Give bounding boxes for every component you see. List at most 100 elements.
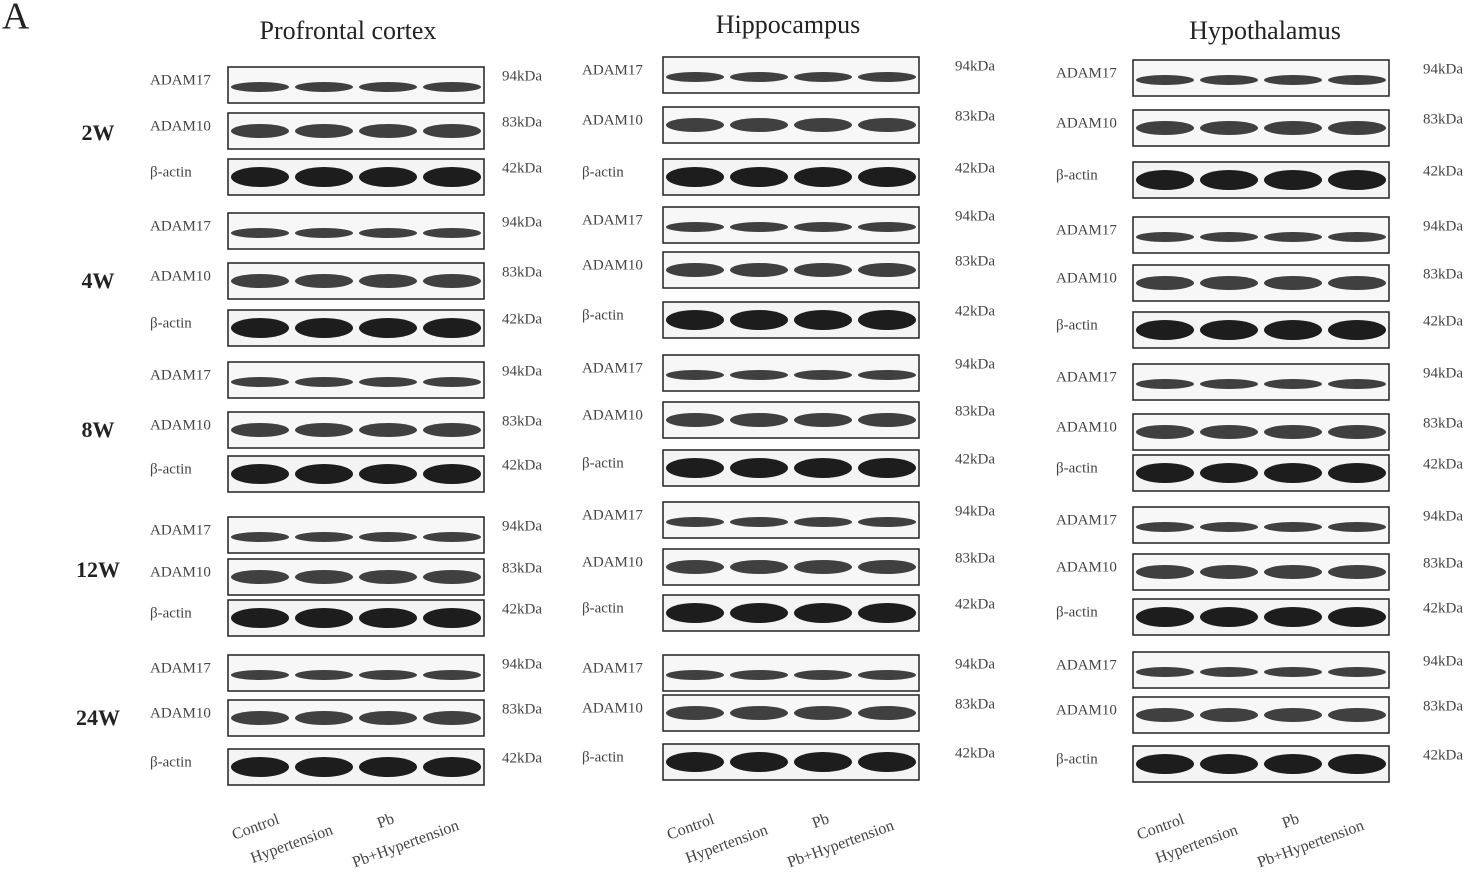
band: [1136, 232, 1194, 242]
band: [858, 118, 916, 132]
size-label: 94kDa: [955, 58, 995, 74]
protein-label: β-actin: [582, 749, 624, 765]
size-label: 83kDa: [955, 403, 995, 419]
size-label: 42kDa: [1423, 747, 1463, 763]
band: [794, 670, 852, 680]
band: [858, 752, 916, 772]
size-label: 83kDa: [502, 701, 542, 717]
band: [730, 706, 788, 720]
band: [295, 228, 353, 238]
band: [1328, 607, 1386, 627]
band: [858, 706, 916, 720]
protein-label: ADAM10: [150, 705, 211, 721]
band: [730, 458, 788, 478]
size-label: 42kDa: [955, 596, 995, 612]
size-label: 94kDa: [1423, 61, 1463, 77]
band: [1264, 522, 1322, 532]
band: [359, 757, 417, 777]
band: [295, 124, 353, 138]
band: [1200, 320, 1258, 340]
protein-label: ADAM10: [150, 268, 211, 284]
band: [1264, 565, 1322, 579]
band: [1200, 667, 1258, 677]
band: [359, 274, 417, 288]
band: [794, 517, 852, 527]
protein-label: β-actin: [582, 600, 624, 616]
band: [1200, 708, 1258, 722]
band: [359, 318, 417, 338]
protein-label: ADAM10: [582, 257, 643, 273]
band: [794, 752, 852, 772]
band: [359, 464, 417, 484]
band: [1328, 232, 1386, 242]
protein-label: ADAM17: [150, 660, 211, 676]
size-label: 83kDa: [1423, 555, 1463, 571]
band: [794, 370, 852, 380]
size-label: 42kDa: [502, 601, 542, 617]
band: [359, 82, 417, 92]
band: [794, 603, 852, 623]
band: [666, 310, 724, 330]
band: [1200, 379, 1258, 389]
band: [666, 752, 724, 772]
band: [231, 167, 289, 187]
band: [1328, 463, 1386, 483]
size-label: 94kDa: [502, 214, 542, 230]
band: [1200, 522, 1258, 532]
band: [858, 458, 916, 478]
protein-label: ADAM10: [1056, 270, 1117, 286]
band: [794, 72, 852, 82]
protein-label: ADAM17: [582, 660, 643, 676]
band: [1264, 607, 1322, 627]
band: [423, 608, 481, 628]
protein-label: β-actin: [582, 455, 624, 471]
band: [1328, 121, 1386, 135]
band: [231, 318, 289, 338]
band: [730, 310, 788, 330]
band: [295, 711, 353, 725]
band: [295, 423, 353, 437]
band: [1328, 320, 1386, 340]
size-label: 42kDa: [955, 303, 995, 319]
band: [794, 560, 852, 574]
band: [858, 670, 916, 680]
band: [794, 310, 852, 330]
band: [231, 377, 289, 387]
band: [359, 124, 417, 138]
protein-label: ADAM17: [1056, 512, 1117, 528]
band: [858, 603, 916, 623]
protein-label: ADAM10: [1056, 115, 1117, 131]
protein-label: ADAM17: [1056, 657, 1117, 673]
band: [359, 608, 417, 628]
band: [1328, 754, 1386, 774]
band: [1136, 276, 1194, 290]
band: [1328, 565, 1386, 579]
band: [858, 413, 916, 427]
band: [295, 570, 353, 584]
band: [1136, 708, 1194, 722]
band: [794, 458, 852, 478]
protein-label: ADAM17: [150, 218, 211, 234]
band: [1264, 170, 1322, 190]
band: [1136, 463, 1194, 483]
band: [1264, 121, 1322, 135]
band: [1136, 320, 1194, 340]
size-label: 83kDa: [502, 560, 542, 576]
region-title: Hippocampus: [716, 10, 860, 39]
band: [359, 711, 417, 725]
size-label: 42kDa: [502, 160, 542, 176]
protein-label: ADAM10: [150, 417, 211, 433]
band: [359, 570, 417, 584]
band: [423, 124, 481, 138]
band: [1136, 522, 1194, 532]
size-label: 83kDa: [955, 696, 995, 712]
band: [730, 167, 788, 187]
band: [1200, 121, 1258, 135]
band: [666, 370, 724, 380]
band: [1328, 708, 1386, 722]
band: [858, 72, 916, 82]
time-point: 2W: [82, 120, 115, 145]
band: [1136, 121, 1194, 135]
band: [231, 228, 289, 238]
